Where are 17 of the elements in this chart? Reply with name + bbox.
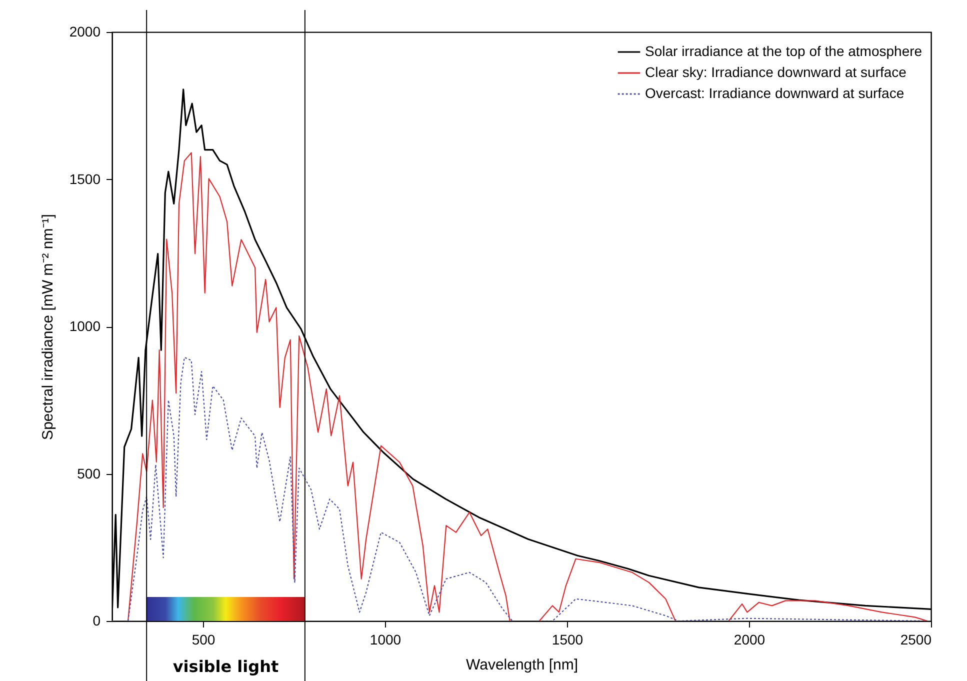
x-axis-title: Wavelength [nm] xyxy=(466,656,578,674)
y-axis-title: Spectral irradiance [mW m⁻² nm⁻¹] xyxy=(39,214,56,440)
band-label: visible light xyxy=(172,657,279,676)
legend-label: Clear sky: Irradiance downward at surface xyxy=(645,64,907,80)
y-tick-label: 1000 xyxy=(69,318,101,334)
line-series xyxy=(112,356,928,621)
x-tick-label: 2000 xyxy=(734,632,766,648)
legend-label: Solar irradiance at the top of the atmosphere xyxy=(645,43,922,59)
x-tick-label: 500 xyxy=(192,632,216,648)
x-tick-label: 1500 xyxy=(552,632,584,648)
y-tick-label: 1500 xyxy=(69,170,101,187)
x-tick-label: 1000 xyxy=(370,632,402,648)
x-tick-label: 2500 xyxy=(900,632,932,648)
y-tick-label: 2000 xyxy=(69,24,101,40)
legend-label: Overcast: Irradiance downward at surface xyxy=(645,85,904,101)
y-tick-label: 500 xyxy=(77,465,101,482)
y-tick-label: 0 xyxy=(92,612,101,628)
